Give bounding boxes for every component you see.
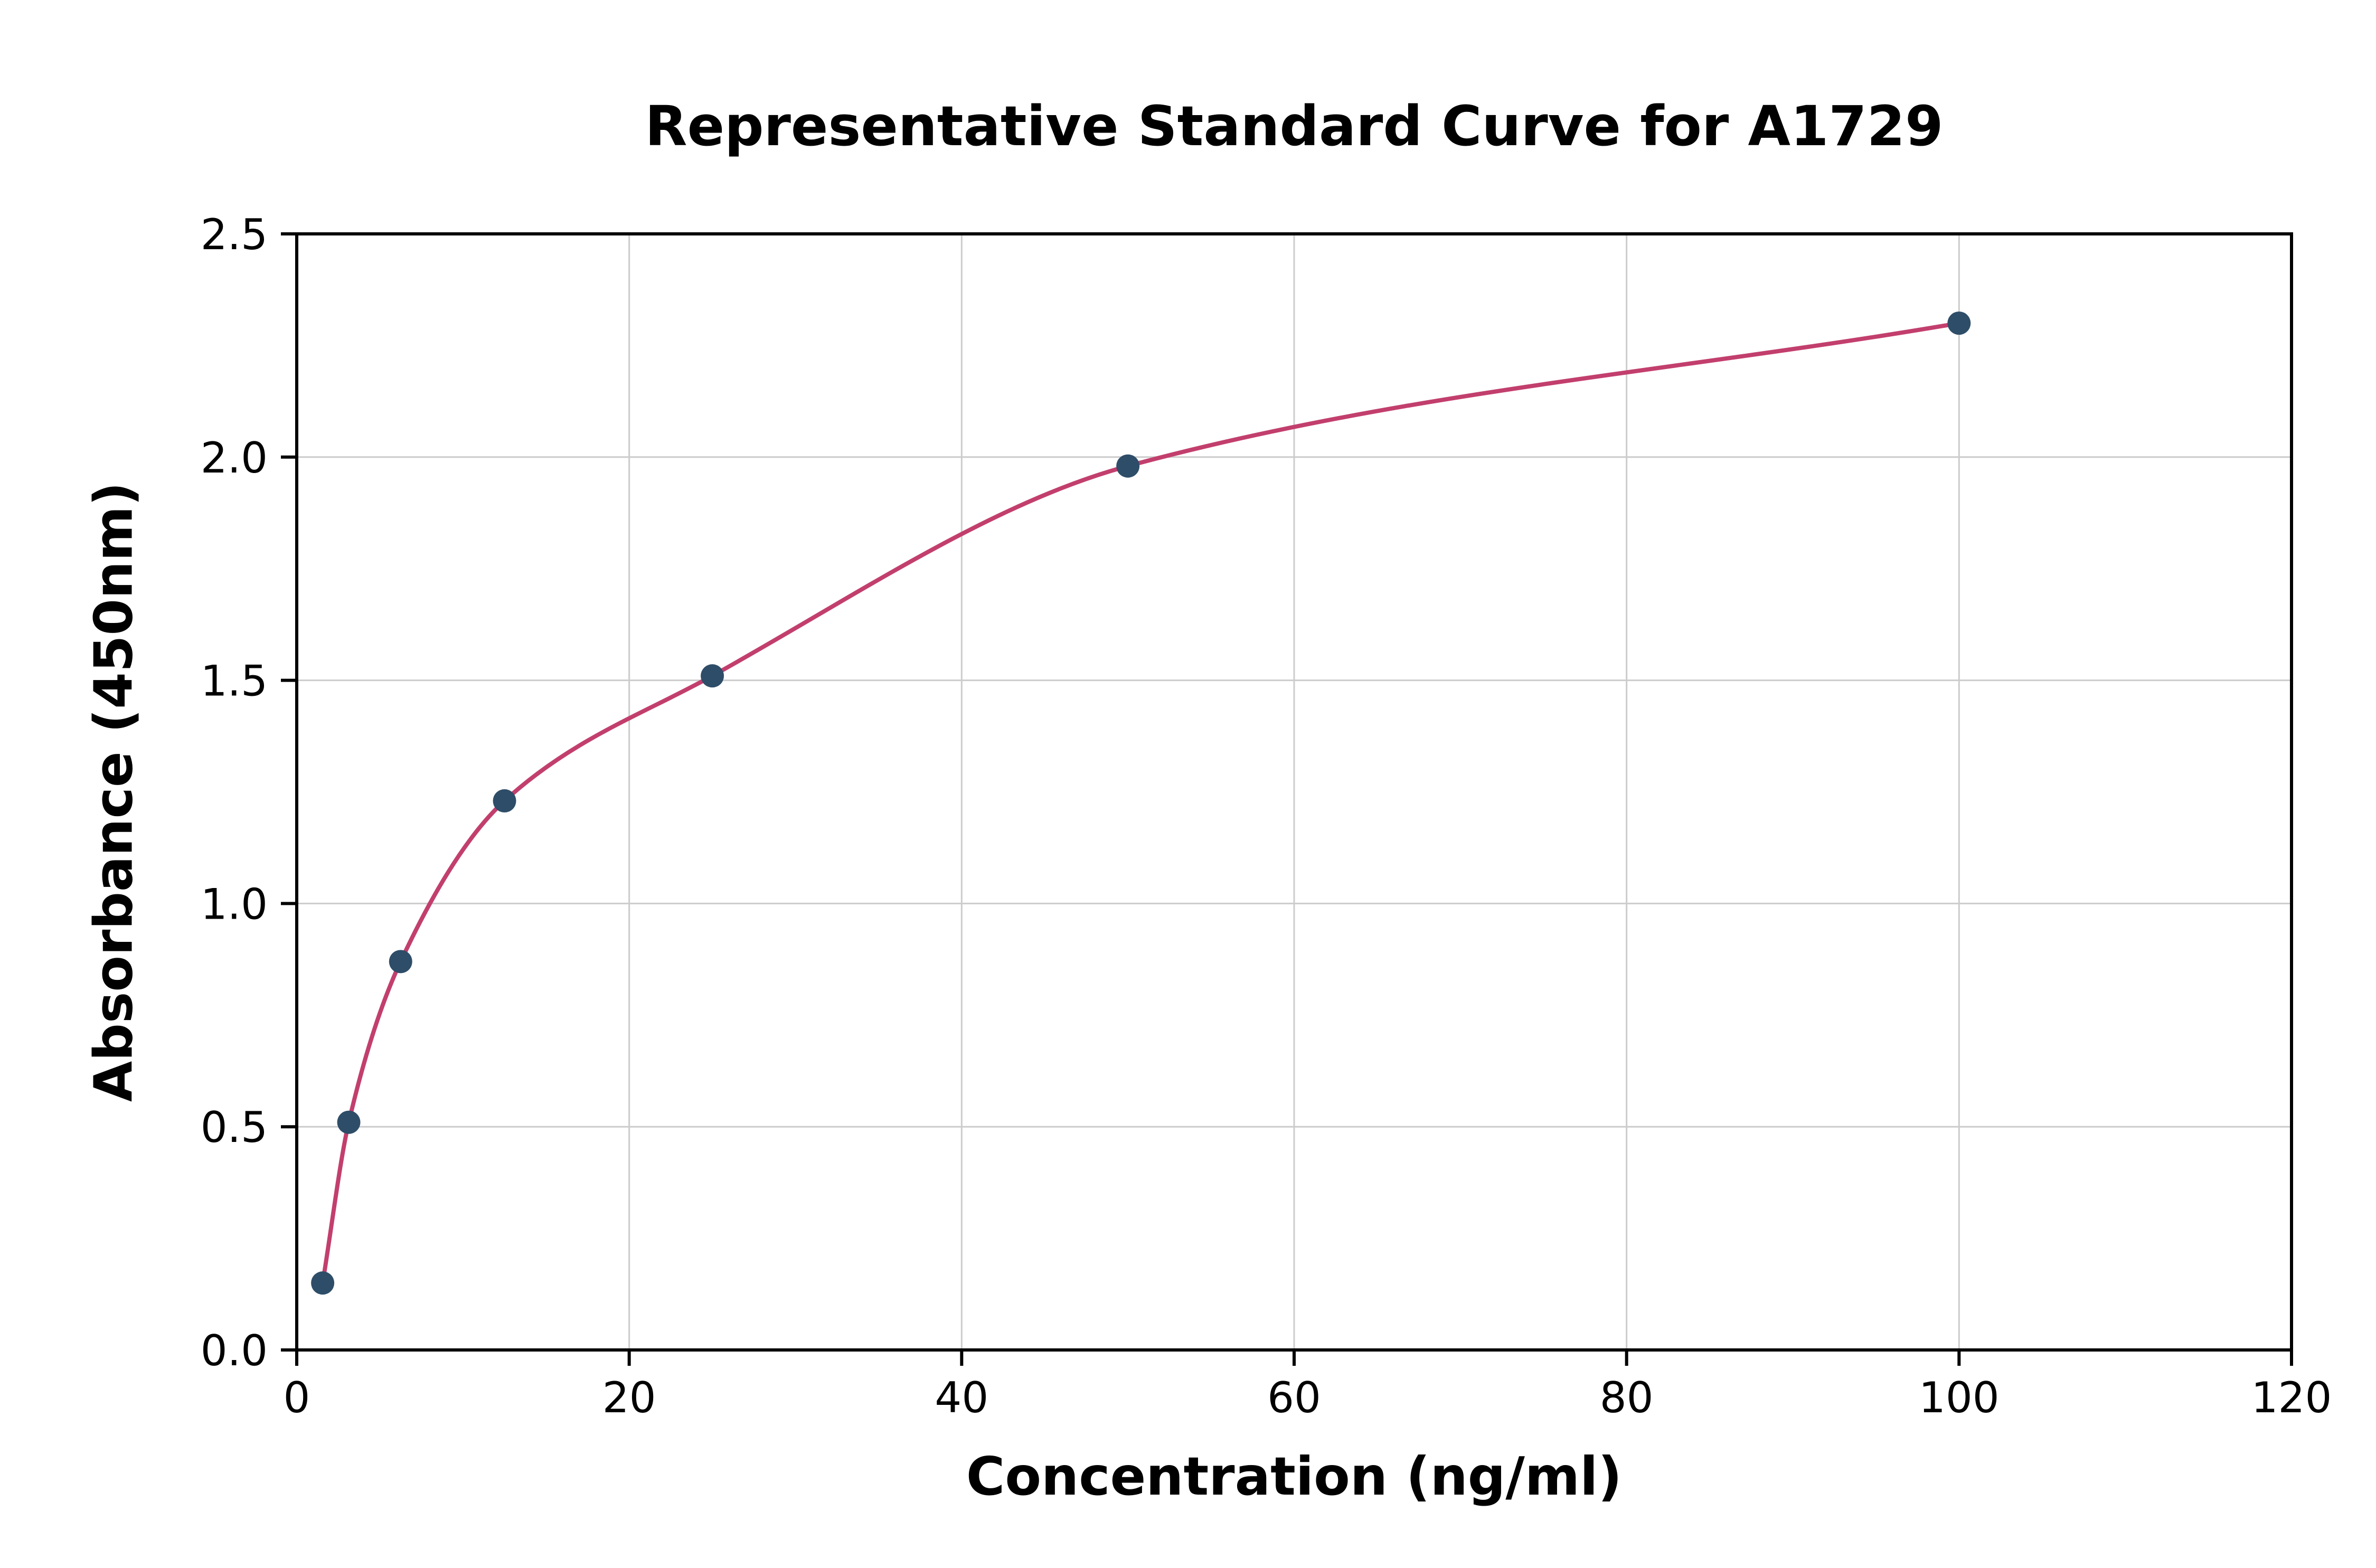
x-tick-label: 80 [1600,1373,1654,1422]
y-tick-label: 0.5 [201,1103,268,1152]
x-tick-label: 40 [935,1373,988,1422]
y-tick-label: 2.0 [201,433,268,483]
y-tick-label: 0.0 [201,1326,268,1375]
data-point [701,664,724,688]
data-point [1947,311,1971,335]
y-tick-label: 1.5 [201,657,268,706]
data-point [389,950,412,974]
chart-title: Representative Standard Curve for A1729 [645,94,1944,158]
y-tick-label: 1.0 [201,880,268,929]
x-tick-label: 60 [1267,1373,1321,1422]
x-tick-label: 20 [602,1373,656,1422]
data-point [493,789,516,813]
data-point [311,1271,335,1295]
x-tick-label: 0 [284,1373,310,1422]
x-tick-label: 100 [1919,1373,2000,1422]
data-point [337,1110,361,1134]
data-point [1116,454,1140,478]
x-axis-label: Concentration (ng/ml) [966,1446,1623,1507]
x-tick-label: 120 [2251,1373,2332,1422]
fit-curve [320,321,1962,1286]
y-tick-label: 2.5 [201,210,268,259]
